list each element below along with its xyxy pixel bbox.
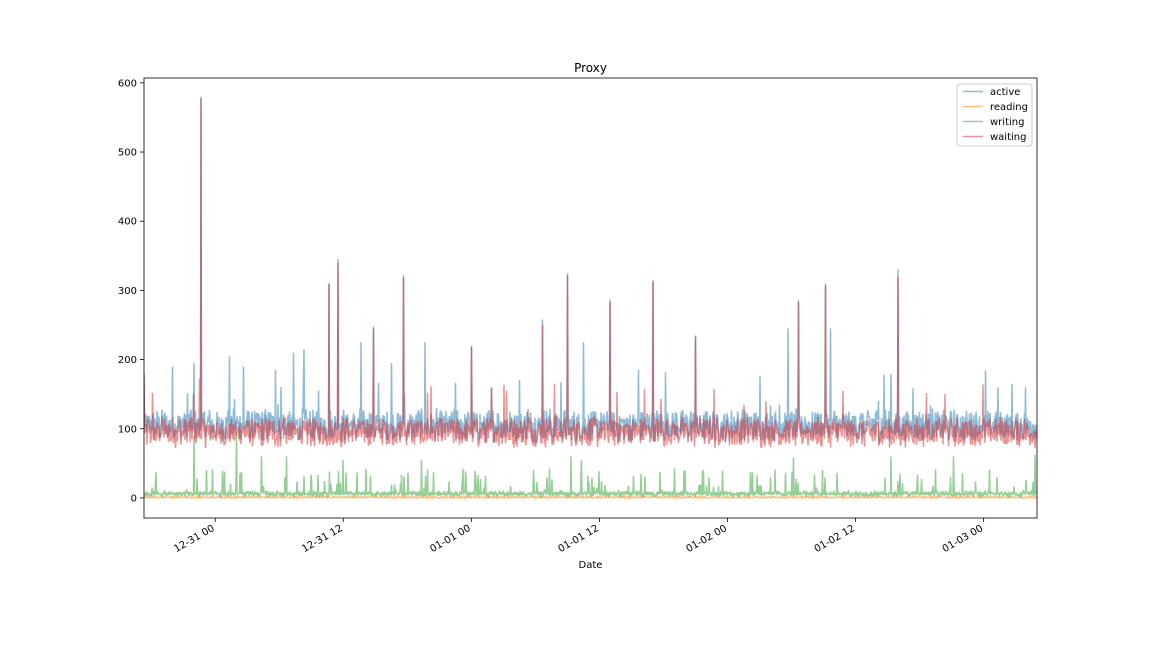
y-tick-label: 100 xyxy=(118,424,137,435)
series-line-waiting xyxy=(144,98,1037,449)
y-tick-label: 600 xyxy=(118,78,137,89)
legend: active reading writing waiting xyxy=(956,83,1033,147)
y-tick-label: 500 xyxy=(118,148,137,159)
series-line-reading xyxy=(144,494,1037,500)
x-axis-label: Date xyxy=(579,560,603,571)
legend-label-waiting: waiting xyxy=(990,132,1026,143)
axes-frame xyxy=(143,77,1038,519)
y-tick-label: 300 xyxy=(118,286,137,297)
y-axis: 0 100 200 300 400 500 600 xyxy=(118,78,144,504)
y-tick-label: 400 xyxy=(118,217,137,228)
legend-label-active: active xyxy=(990,87,1020,98)
legend-box xyxy=(956,83,1033,147)
y-tick-label: 200 xyxy=(118,355,137,366)
legend-label-reading: reading xyxy=(990,102,1028,113)
series-line-writing xyxy=(144,432,1037,499)
series-layer xyxy=(144,96,1037,500)
y-tick-label: 0 xyxy=(131,493,137,504)
legend-label-writing: writing xyxy=(990,117,1024,128)
chart-title: Proxy xyxy=(574,61,607,75)
